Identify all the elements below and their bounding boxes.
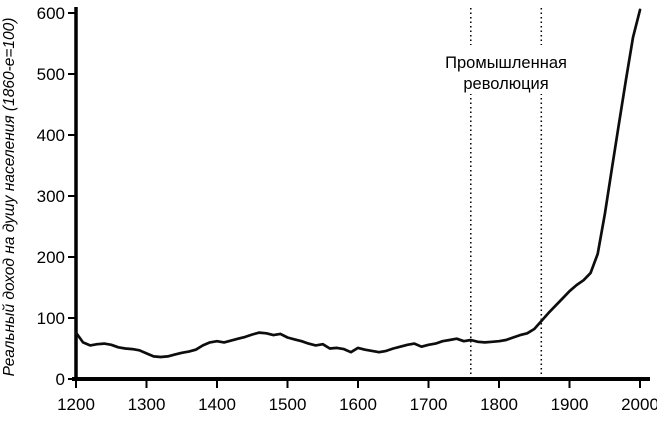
y-tick-label-500: 500 [37,65,65,84]
y-tick-label-100: 100 [37,309,65,328]
x-tick-label-1800: 1800 [480,395,518,414]
x-tick-label-1300: 1300 [128,395,166,414]
x-tick-label-1500: 1500 [269,395,307,414]
y-axis-ticks: 0 100 200 300 400 500 600 [37,4,76,389]
x-tick-label-1700: 1700 [410,395,448,414]
x-tick-label-1400: 1400 [198,395,236,414]
y-tick-label-300: 300 [37,187,65,206]
y-tick-label-600: 600 [37,4,65,23]
x-tick-label-1200: 1200 [57,395,95,414]
x-tick-label-1600: 1600 [339,395,377,414]
y-tick-label-400: 400 [37,126,65,145]
annotation-text-line2: революция [463,75,548,93]
annotation-background [438,45,575,94]
y-axis-title: Реальный доход на душу населения (1860-е… [1,18,18,377]
annotation-vlines [470,8,543,377]
x-tick-label-1900: 1900 [551,395,589,414]
income-series-line [74,8,642,359]
annotation-text-line1: Промышленная [445,54,567,72]
y-tick-label-200: 200 [37,248,65,267]
x-tick-label-2000: 2000 [621,395,657,414]
y-tick-label-0: 0 [56,370,65,389]
x-axis-ticks: 1200 1300 1400 1500 1600 1700 1800 1900 2000 [57,381,657,414]
